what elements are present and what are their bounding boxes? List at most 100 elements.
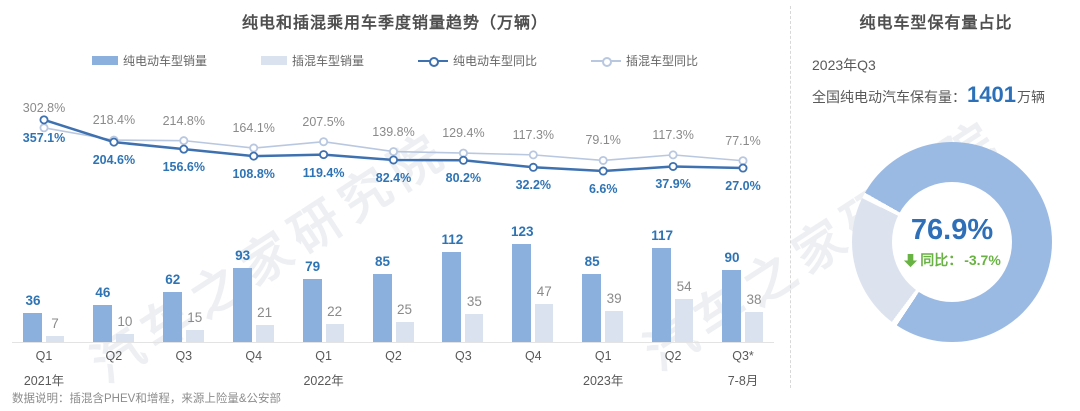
ev-yoy-marker <box>179 144 189 154</box>
ev-yoy-marker <box>39 115 49 125</box>
phev-yoy-value: 117.3% <box>652 127 694 142</box>
ev-bar-value: 36 <box>25 293 41 309</box>
footnote: 数据说明：插混含PHEV和增程，来源上险量&公安部 <box>12 393 281 405</box>
phev-yoy-marker <box>738 156 748 166</box>
right-panel-title: 纯电车型保有量占比 <box>859 15 1013 32</box>
x-axis-sublabel: 2022年 <box>303 374 344 388</box>
ev-yoy-marker <box>109 137 119 147</box>
ev-sales-bar <box>23 313 42 342</box>
holding-stat-value: 1401 <box>967 82 1016 107</box>
legend-label: 纯电动车型同比 <box>453 54 538 68</box>
legend-label: 插混车型销量 <box>291 54 364 68</box>
ev-sales-bar <box>92 305 112 342</box>
phev-yoy-value: 117.3% <box>512 127 555 142</box>
phev-sales-bar <box>535 304 554 342</box>
ev-yoy-value: 37.9% <box>655 177 691 192</box>
ev-bar-value: 90 <box>724 250 740 265</box>
yoy-label: 同比： <box>920 252 963 268</box>
ev-bar-value: 93 <box>235 247 251 263</box>
phev-bar-value: 39 <box>606 290 622 306</box>
phev-sales-bar <box>255 325 274 342</box>
yoy-value: -3.7% <box>964 252 1001 268</box>
phev-yoy-value: 218.4% <box>92 113 136 128</box>
ev-sales-bar <box>302 278 322 342</box>
x-axis-label: Q4 <box>524 349 542 363</box>
holding-stat-unit: 万辆 <box>1016 89 1045 105</box>
phev-yoy-marker <box>528 150 538 160</box>
phev-yoy-value: 164.1% <box>232 121 275 136</box>
ev-sales-bar <box>442 252 462 342</box>
phev-sales-bar <box>185 330 204 342</box>
phev-yoy-marker <box>319 137 329 147</box>
phev-bar-value: 10 <box>117 314 133 329</box>
x-axis-label: Q2 <box>105 349 123 363</box>
x-axis-sublabel: 7-8月 <box>727 374 759 388</box>
holding-stat-label: 全国纯电动汽车保有量： <box>812 89 966 105</box>
x-axis-label: Q2 <box>385 349 402 363</box>
ev-sales-bar <box>372 274 392 342</box>
ev-bar-value: 112 <box>441 232 464 248</box>
legend-line-swatch <box>591 56 622 67</box>
phev-yoy-marker <box>598 155 608 165</box>
ev-sales-bar <box>232 267 252 342</box>
phev-sales-bar <box>745 311 763 342</box>
phev-sales-bar <box>465 314 484 342</box>
x-axis-label: Q1 <box>594 349 612 363</box>
ev-yoy-value: 82.4% <box>375 170 412 185</box>
phev-bar-value: 15 <box>187 310 203 325</box>
ev-yoy-marker <box>528 162 538 172</box>
period-label: 2023年Q3 <box>812 57 876 73</box>
x-axis-label: Q3 <box>175 349 193 363</box>
legend-item-1: 插混车型销量 <box>260 52 364 69</box>
x-axis-sublabel: 2021年 <box>23 374 65 388</box>
x-axis-label: Q3 <box>455 349 472 363</box>
x-axis-sublabel: 2023年 <box>583 374 624 388</box>
donut-yoy: 同比： -3.7% <box>903 250 1001 270</box>
phev-bar-value: 54 <box>676 278 692 294</box>
ev-yoy-value: 119.4% <box>302 165 345 180</box>
ev-bar-value: 79 <box>305 258 321 274</box>
ev-yoy-marker <box>319 150 329 160</box>
phev-sales-bar <box>395 322 414 342</box>
phev-bar-value: 47 <box>536 284 552 300</box>
ev-yoy-marker <box>249 151 259 161</box>
ev-yoy-value: 108.8% <box>232 167 275 182</box>
phev-yoy-value: 214.8% <box>162 113 205 128</box>
phev-sales-bar <box>605 310 624 342</box>
phev-yoy-marker <box>249 143 259 153</box>
legend-bar-swatch <box>260 56 287 65</box>
x-axis-label: Q1 <box>315 349 332 363</box>
donut-center-value: 76.9% <box>910 214 994 246</box>
phev-bar-value: 25 <box>396 302 413 317</box>
phev-sales-bar <box>115 334 134 342</box>
ev-yoy-value: 6.6% <box>588 182 618 197</box>
phev-yoy-marker <box>388 147 398 157</box>
ev-sales-bar <box>722 270 741 342</box>
phev-sales-bar <box>325 324 344 342</box>
ev-sales-bar <box>162 292 182 342</box>
holding-stat: 全国纯电动汽车保有量： 1401 万辆 <box>812 82 1045 108</box>
phev-yoy-value: 139.8% <box>372 124 415 139</box>
phev-yoy-value: 77.1% <box>725 133 761 148</box>
x-axis-label: Q4 <box>245 349 263 363</box>
ev-yoy-marker <box>598 166 608 176</box>
x-axis-label: Q2 <box>664 349 682 363</box>
ev-bar-value: 62 <box>165 272 181 288</box>
down-arrow-icon <box>904 253 918 267</box>
ev-yoy-marker <box>668 161 678 171</box>
donut-chart: 76.9% 同比： -3.7% <box>852 142 1052 342</box>
ev-yoy-value: 80.2% <box>445 171 482 186</box>
donut-hole: 76.9% 同比： -3.7% <box>892 182 1012 302</box>
phev-yoy-marker <box>668 150 678 160</box>
phev-yoy-value: 79.1% <box>585 133 621 148</box>
phev-yoy-value: 302.8% <box>22 100 66 115</box>
x-axis-label: Q3* <box>732 349 754 363</box>
phev-yoy-value: 129.4% <box>442 126 485 141</box>
legend-bar-swatch <box>91 56 118 65</box>
legend-label: 插混车型同比 <box>626 54 699 68</box>
panel-divider <box>790 6 791 388</box>
phev-bar-value: 22 <box>327 304 343 320</box>
phev-bar-value: 7 <box>51 316 59 332</box>
ev-yoy-marker <box>738 163 748 173</box>
